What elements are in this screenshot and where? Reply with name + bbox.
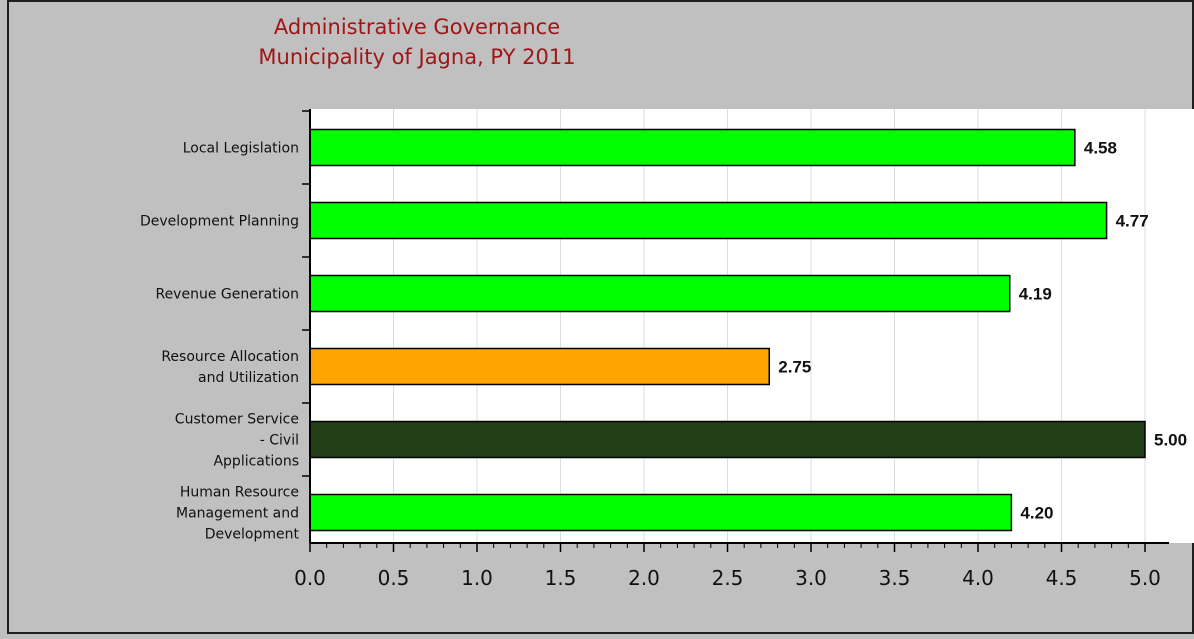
category-label-6: Development	[205, 527, 300, 543]
category-label-2: Development Planning	[140, 214, 299, 230]
bar-6	[309, 493, 1013, 532]
x-tick-label-4: 2.0	[628, 566, 660, 590]
category-label-1: Local Legislation	[183, 141, 299, 157]
value-label-5: 5.00	[1154, 431, 1187, 450]
x-tick-label-0: 0.0	[294, 566, 326, 590]
category-label-5: Applications	[213, 454, 299, 470]
axes	[302, 109, 1169, 552]
x-tick-label-10: 5.0	[1129, 566, 1161, 590]
category-label-3: Revenue Generation	[155, 287, 299, 303]
x-tick-label-7: 3.5	[879, 566, 911, 590]
category-label-6: Management and	[176, 506, 299, 522]
value-labels: 4.58 4.77 4.19 2.75 5.00 4.20	[778, 139, 1187, 523]
x-tick-label-3: 1.5	[545, 566, 577, 590]
x-tick-label-6: 3.0	[795, 566, 827, 590]
bar-5	[309, 420, 1146, 459]
x-tick-label-9: 4.5	[1046, 566, 1078, 590]
category-label-5: Customer Service	[175, 412, 299, 428]
value-label-3: 4.19	[1019, 285, 1052, 304]
bars	[309, 128, 1146, 532]
value-label-2: 4.77	[1116, 212, 1149, 231]
chart-title-line-2: Municipality of Jagna, PY 2011	[258, 45, 575, 69]
x-tick-label-2: 1.0	[461, 566, 493, 590]
bar-4	[309, 347, 770, 386]
value-label-6: 4.20	[1020, 504, 1053, 523]
x-tick-label-8: 4.0	[962, 566, 994, 590]
category-label-5: - Civil	[260, 433, 299, 449]
value-label-1: 4.58	[1084, 139, 1117, 158]
x-tick-label-1: 0.5	[378, 566, 410, 590]
chart-title-line-1: Administrative Governance	[274, 15, 560, 39]
category-labels: Local Legislation Development Planning Rev…	[140, 141, 300, 543]
x-tick-label-5: 2.5	[712, 566, 744, 590]
x-tick-labels: 0.0 0.5 1.0 1.5 2.0 2.5 3.0 3.5 4.0 4.5 5.0	[294, 566, 1161, 590]
plot-area	[310, 109, 1194, 543]
gridlines	[393, 109, 1146, 543]
bar-3	[309, 274, 1011, 313]
chart-svg: Administrative Governance Municipality of…	[140, 15, 1194, 590]
category-label-4: and Utilization	[198, 370, 299, 386]
bar-2	[309, 201, 1108, 240]
value-label-4: 2.75	[778, 358, 811, 377]
category-label-4: Resource Allocation	[161, 349, 299, 365]
chart-title: Administrative Governance Municipality of…	[258, 15, 575, 69]
bar-1	[309, 128, 1076, 167]
category-label-6: Human Resource	[180, 485, 299, 501]
chart-frame: Administrative Governance Municipality of…	[7, 0, 1194, 634]
